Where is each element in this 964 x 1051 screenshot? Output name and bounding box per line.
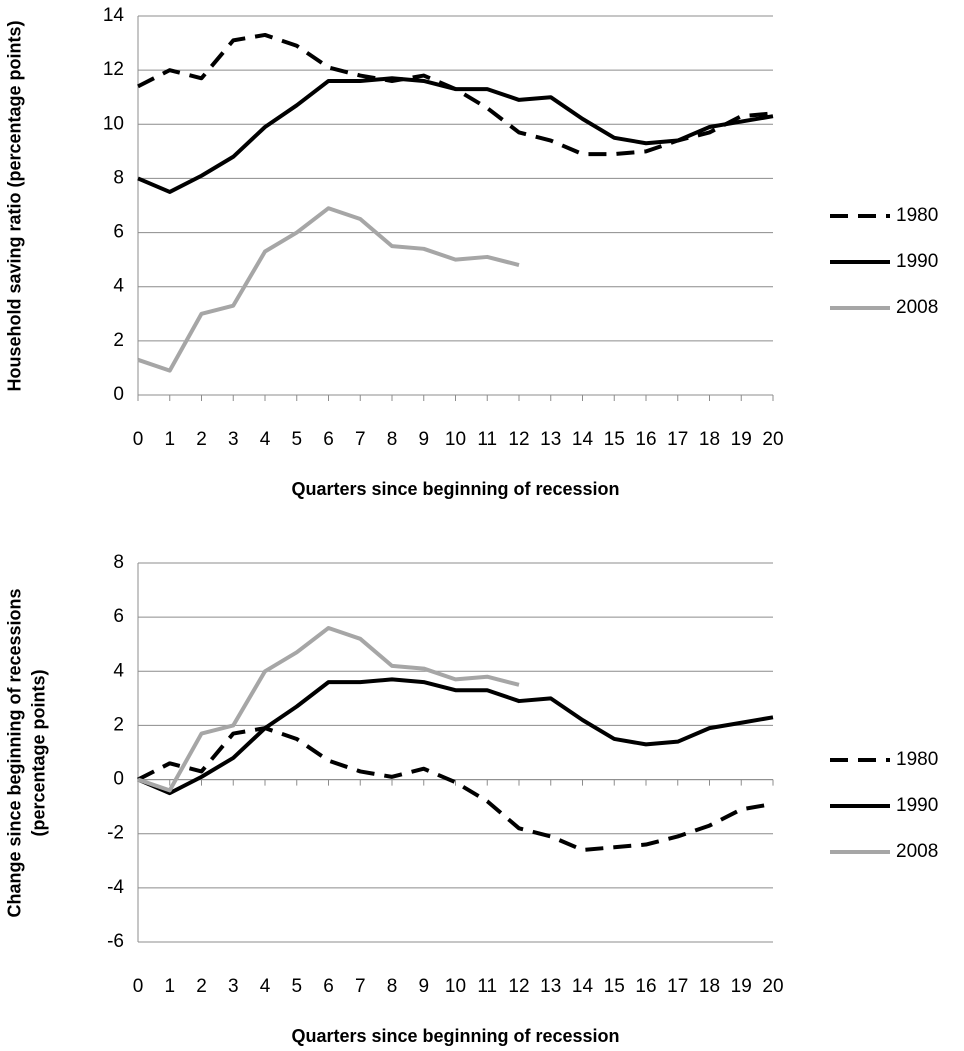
y-tick-label: 0 [113, 769, 124, 790]
x-tick-label: 7 [355, 976, 366, 997]
x-tick-label: 18 [699, 976, 720, 997]
x-tick-label: 3 [228, 429, 239, 450]
x-tick-label: 9 [418, 429, 429, 450]
series-line [137, 76, 774, 194]
y-tick-label: 14 [103, 5, 125, 26]
x-tick-label: 3 [228, 976, 239, 997]
y-tick-label: 10 [103, 113, 124, 134]
legend-label: 2008 [896, 297, 938, 318]
x-tick-label: 5 [291, 976, 302, 997]
x-tick-label: 16 [635, 976, 656, 997]
x-tick-label: 2 [196, 429, 207, 450]
y-tick-label: 8 [113, 552, 124, 573]
x-tick-label: 8 [387, 976, 398, 997]
x-tick-label: 19 [731, 976, 752, 997]
x-tick-label: 0 [133, 976, 144, 997]
x-tick-label: 17 [667, 429, 688, 450]
y-tick-label: 12 [103, 59, 124, 80]
x-tick-label: 9 [418, 976, 429, 997]
x-tick-label: 0 [133, 429, 144, 450]
x-tick-label: 15 [604, 429, 625, 450]
y-tick-label: -2 [107, 823, 124, 844]
x-tick-label: 18 [699, 429, 720, 450]
y-tick-label: 4 [113, 276, 124, 297]
x-tick-label: 11 [477, 429, 497, 450]
y-axis-title: Change since beginning of recessions (pe… [4, 587, 48, 918]
x-tick-label: 1 [164, 976, 175, 997]
x-tick-label: 4 [260, 429, 271, 450]
x-tick-label: 10 [445, 429, 466, 450]
y-tick-label: -4 [107, 877, 124, 898]
x-tick-label: 7 [355, 429, 366, 450]
series-line [137, 206, 520, 373]
series-line [137, 32, 774, 157]
y-axis-title: Household saving ratio (percentage point… [4, 19, 24, 392]
y-tick-label: -6 [107, 931, 124, 952]
y-tick-label: 8 [113, 167, 124, 188]
x-tick-label: 15 [604, 976, 625, 997]
y-tick-label: 6 [113, 222, 124, 243]
x-axis-title: Quarters since beginning of recession [291, 1026, 619, 1046]
x-tick-label: 17 [667, 976, 688, 997]
y-tick-label: 2 [113, 330, 124, 351]
y-tick-label: 4 [113, 660, 124, 681]
x-tick-label: 19 [731, 429, 752, 450]
x-tick-label: 20 [762, 976, 783, 997]
x-tick-label: 10 [445, 976, 466, 997]
y-tick-label: 0 [113, 384, 124, 405]
x-axis-title: Quarters since beginning of recession [291, 479, 619, 499]
x-tick-label: 13 [540, 429, 561, 450]
x-tick-label: 14 [572, 976, 594, 997]
x-tick-label: 14 [572, 429, 594, 450]
x-tick-label: 12 [508, 976, 529, 997]
x-tick-label: 12 [508, 429, 529, 450]
series-line [137, 726, 774, 852]
legend-label: 1980 [896, 205, 938, 226]
x-tick-label: 13 [540, 976, 561, 997]
legend-label: 1980 [896, 749, 938, 770]
y-tick-label: 6 [113, 606, 124, 627]
x-tick-label: 1 [164, 429, 175, 450]
legend-label: 2008 [896, 841, 938, 862]
y-tick-label: 2 [113, 714, 124, 735]
x-tick-label: 4 [260, 976, 271, 997]
legend-label: 1990 [896, 795, 938, 816]
x-tick-label: 5 [291, 429, 302, 450]
legend-label: 1990 [896, 251, 938, 272]
x-tick-label: 20 [762, 429, 783, 450]
series-line [137, 677, 774, 796]
x-tick-label: 2 [196, 976, 207, 997]
x-tick-label: 6 [323, 429, 334, 450]
x-tick-label: 8 [387, 429, 398, 450]
x-tick-label: 16 [635, 429, 656, 450]
x-tick-label: 6 [323, 976, 334, 997]
x-tick-label: 11 [477, 976, 497, 997]
series-line [137, 625, 520, 793]
